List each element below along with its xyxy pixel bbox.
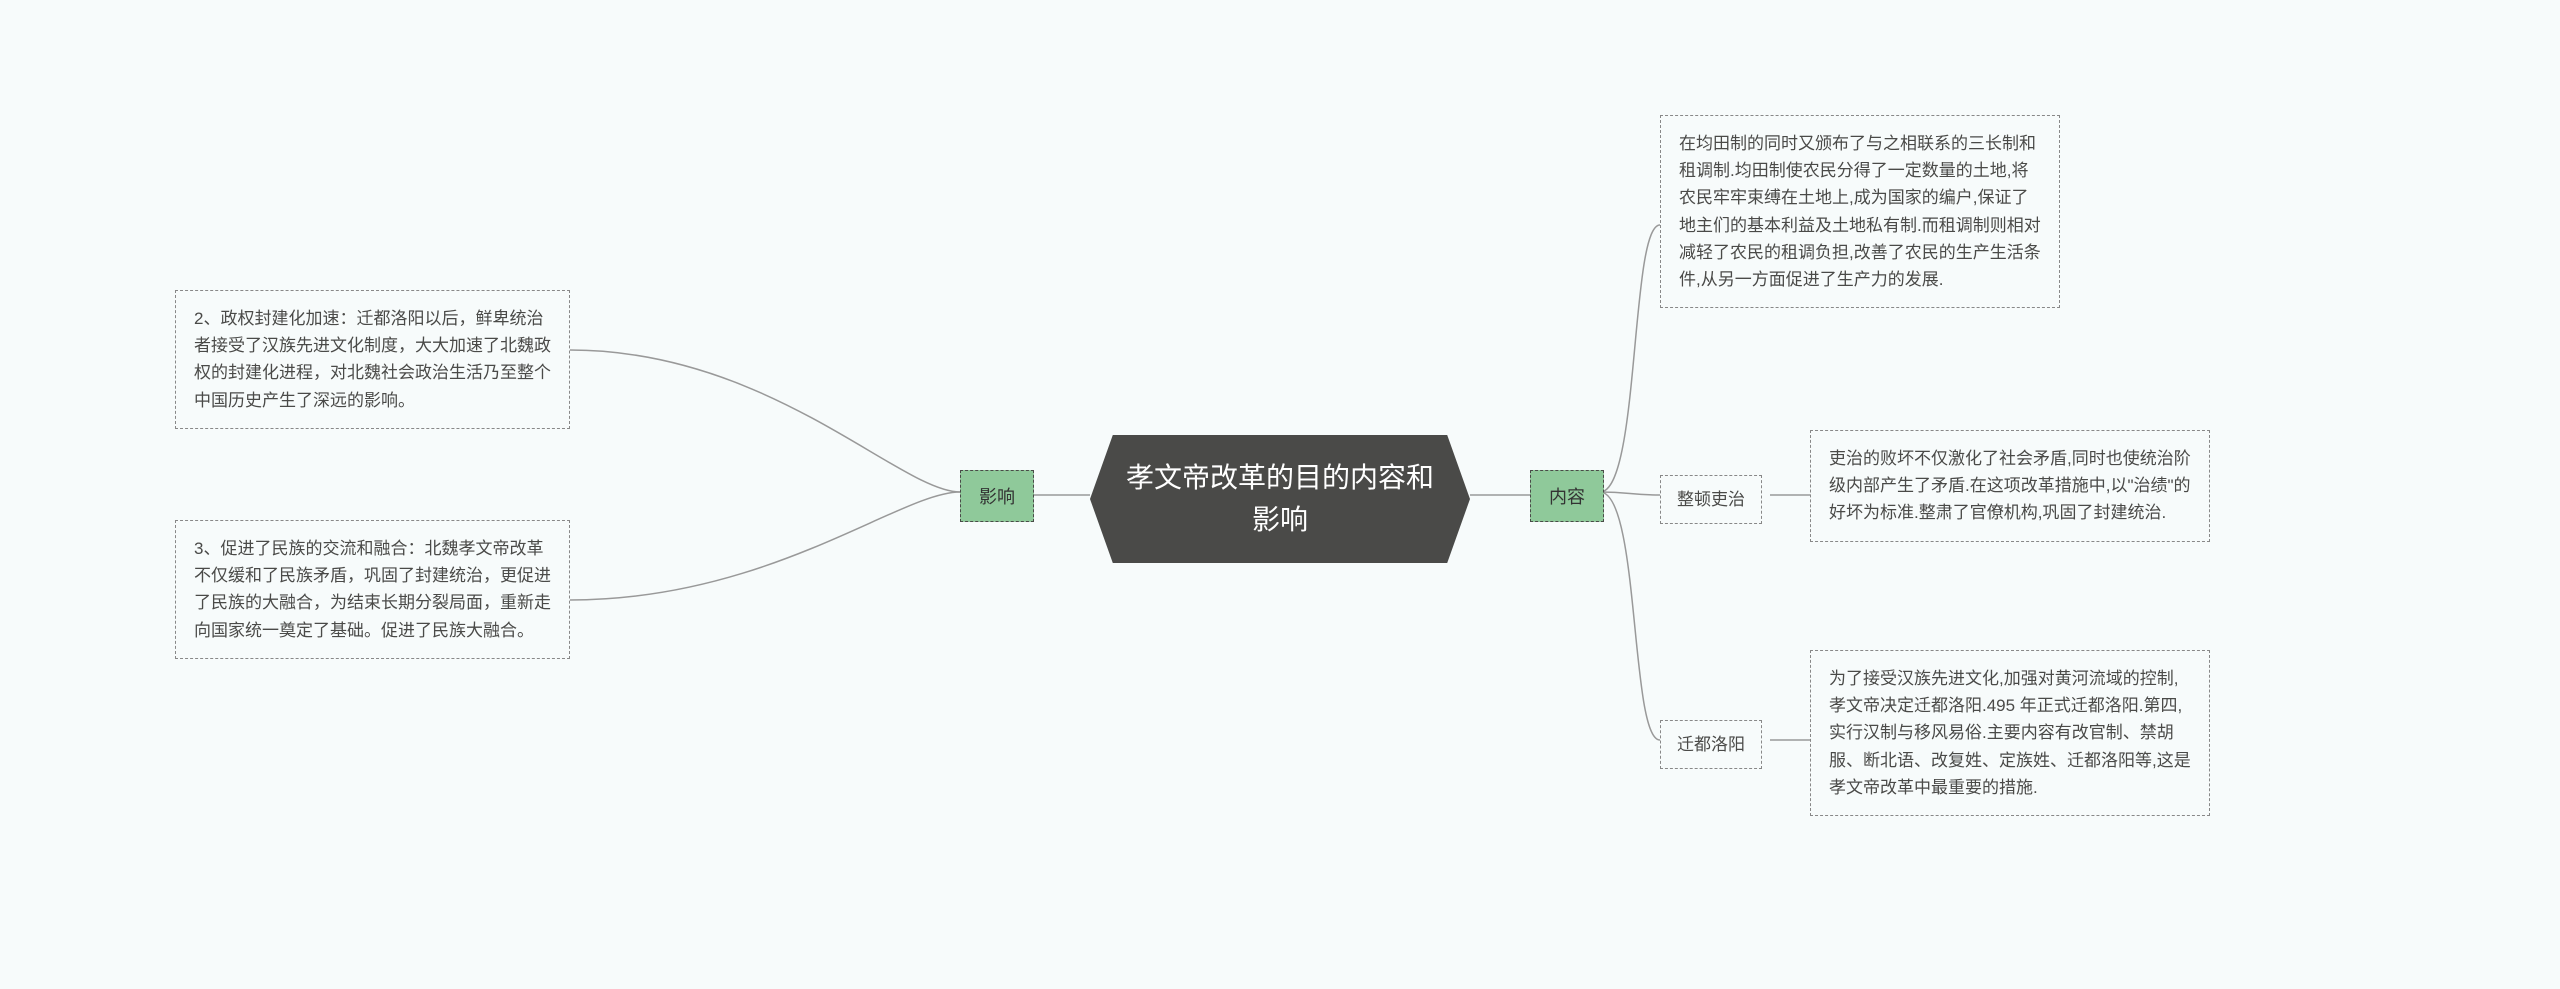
branch-left-label: 影响 — [979, 487, 1015, 507]
right-sub-2: 迁都洛阳 — [1660, 720, 1762, 769]
right-child-1-text: 吏治的败坏不仅激化了社会矛盾,同时也使统治阶级内部产生了矛盾.在这项改革措施中,… — [1829, 449, 2191, 522]
right-sub-1: 整顿吏治 — [1660, 475, 1762, 524]
right-child-0-text: 在均田制的同时又颁布了与之相联系的三长制和租调制.均田制使农民分得了一定数量的土… — [1679, 134, 2041, 289]
right-sub-2-label: 迁都洛阳 — [1677, 735, 1745, 754]
right-child-1: 吏治的败坏不仅激化了社会矛盾,同时也使统治阶级内部产生了矛盾.在这项改革措施中,… — [1810, 430, 2210, 542]
right-sub-1-label: 整顿吏治 — [1677, 490, 1745, 509]
left-child-1: 3、促进了民族的交流和融合：北魏孝文帝改革不仅缓和了民族矛盾，巩固了封建统治，更… — [175, 520, 570, 659]
central-node: 孝文帝改革的目的内容和影响 — [1090, 435, 1470, 563]
right-child-2: 为了接受汉族先进文化,加强对黄河流域的控制,孝文帝决定迁都洛阳.495 年正式迁… — [1810, 650, 2210, 816]
central-text: 孝文帝改革的目的内容和影响 — [1126, 462, 1434, 535]
branch-left: 影响 — [960, 470, 1034, 522]
branch-right: 内容 — [1530, 470, 1604, 522]
right-child-2-text: 为了接受汉族先进文化,加强对黄河流域的控制,孝文帝决定迁都洛阳.495 年正式迁… — [1829, 669, 2191, 797]
left-child-1-text: 3、促进了民族的交流和融合：北魏孝文帝改革不仅缓和了民族矛盾，巩固了封建统治，更… — [194, 539, 551, 640]
branch-right-label: 内容 — [1549, 487, 1585, 507]
left-child-0: 2、政权封建化加速：迁都洛阳以后，鲜卑统治者接受了汉族先进文化制度，大大加速了北… — [175, 290, 570, 429]
left-child-0-text: 2、政权封建化加速：迁都洛阳以后，鲜卑统治者接受了汉族先进文化制度，大大加速了北… — [194, 309, 551, 410]
right-child-0: 在均田制的同时又颁布了与之相联系的三长制和租调制.均田制使农民分得了一定数量的土… — [1660, 115, 2060, 308]
